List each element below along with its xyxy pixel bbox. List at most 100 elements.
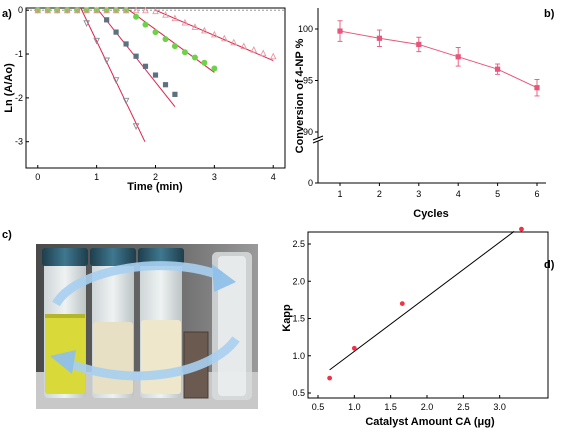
chart-a-point-s4 xyxy=(142,6,149,14)
chart-b-xlabel: Cycles xyxy=(413,208,448,220)
chart-d-xlabel: Catalyst Amount CA (μg) xyxy=(365,416,495,428)
chart-a-point-s4 xyxy=(112,6,120,14)
chart-b-ytick-label: 100 xyxy=(298,24,313,34)
chart-a-ytick-label: 0 xyxy=(18,5,23,15)
chart-b-xtick-label: 4 xyxy=(456,189,461,199)
chart-a-point-s4 xyxy=(240,42,248,50)
chart-a-point-s3 xyxy=(44,7,51,14)
chart-b: 1 2 3 4 5 6 90 95 100 0 Cycles Conversion of 4-NP… xyxy=(294,8,546,220)
chart-a: 0 1 2 3 4 0 -1 -2 -3 Time (min) Ln (A/Ao) xyxy=(3,5,286,193)
cycle-arrows xyxy=(52,261,240,381)
chart-a-point-s4 xyxy=(230,38,238,46)
panel-label-a: a) xyxy=(2,8,12,20)
chart-d-ytick-label: 1.5 xyxy=(292,314,305,324)
chart-d-xtick-label: 0.5 xyxy=(312,402,325,412)
chart-a-point-s4 xyxy=(191,23,199,30)
chart-a-point-s4 xyxy=(250,46,258,53)
chart-a-xtick-label: 2 xyxy=(153,172,158,182)
chart-a-point-s3 xyxy=(162,36,169,43)
chart-a-xtick-label: 0 xyxy=(35,172,40,182)
chart-b-point xyxy=(337,28,343,34)
chart-b-ytick-label: 90 xyxy=(303,127,313,137)
chart-b-xtick-label: 3 xyxy=(416,189,421,199)
chart-b-xtick-label: 5 xyxy=(495,189,500,199)
chart-d-point xyxy=(399,301,405,306)
chart-a-xtick-label: 3 xyxy=(212,172,217,182)
chart-b-point xyxy=(495,66,501,72)
panel-label-b: b) xyxy=(544,8,555,20)
chart-a-point-s3 xyxy=(201,59,208,66)
chart-a-ytick-label: -3 xyxy=(15,137,23,147)
chart-a-point-s4 xyxy=(44,6,52,14)
chart-a-point-s4 xyxy=(269,52,277,60)
chart-a-point-s2 xyxy=(172,91,178,97)
chart-d-point xyxy=(327,375,333,381)
axis-break xyxy=(312,135,324,144)
chart-a-point-s2 xyxy=(104,17,110,23)
chart-d-xtick-label: 2.5 xyxy=(457,402,470,412)
chart-a-point-s2 xyxy=(162,82,169,88)
chart-b-xtick-label: 1 xyxy=(337,189,342,199)
panel-label-c: c) xyxy=(2,229,12,241)
chart-a-point-s4 xyxy=(73,6,81,14)
chart-a-point-s1 xyxy=(132,123,140,130)
chart-a-point-s2 xyxy=(113,29,119,35)
chart-a-point-s1 xyxy=(93,37,100,45)
chart-d-ytick-label: 1.0 xyxy=(292,351,305,361)
chart-a-point-s3 xyxy=(152,29,159,36)
chart-a-point-s4 xyxy=(152,7,159,15)
chart-a-point-s3 xyxy=(83,7,90,14)
chart-a-point-s3 xyxy=(34,7,41,14)
chart-b-xtick-label: 6 xyxy=(534,189,539,199)
vials-photo xyxy=(36,244,258,409)
chart-a-point-s3 xyxy=(191,54,198,61)
chart-a-point-s4 xyxy=(34,6,42,14)
chart-a-fit-line-1 xyxy=(80,7,146,142)
chart-a-point-s3 xyxy=(93,7,100,14)
chart-b-ytick-label: 95 xyxy=(303,76,313,86)
chart-d-xtick-label: 1.0 xyxy=(348,402,361,412)
chart-a-point-s2 xyxy=(142,63,149,69)
chart-b-point xyxy=(455,54,461,60)
chart-d-point xyxy=(351,345,357,351)
chart-a-point-s3 xyxy=(103,7,110,14)
chart-a-point-s3 xyxy=(211,65,218,72)
chart-a-point-s4 xyxy=(171,14,179,22)
vial-empty xyxy=(212,252,252,400)
panel-label-d: d) xyxy=(544,259,555,271)
chart-a-point-s3 xyxy=(181,49,188,56)
chart-a-xtick-label: 1 xyxy=(94,172,99,182)
chart-a-ytick-label: -1 xyxy=(15,49,23,59)
chart-d-frame xyxy=(307,231,549,399)
vial-cap xyxy=(42,248,88,266)
chart-a-point-s2 xyxy=(152,72,159,78)
chart-d-ytick-label: 2.5 xyxy=(292,239,305,249)
chart-a-point-s4 xyxy=(103,6,110,14)
chart-a-point-s4 xyxy=(221,34,228,42)
chart-a-point-s4 xyxy=(132,6,140,14)
chart-a-xlabel: Time (min) xyxy=(127,181,183,193)
chart-b-ytick-label: 0 xyxy=(308,178,313,188)
chart-d-ytick-label: 0.5 xyxy=(292,388,305,398)
chart-a-point-s4 xyxy=(181,18,189,26)
chart-d-point xyxy=(519,226,524,232)
chart-d-fit-line xyxy=(329,230,515,371)
vial-yellow xyxy=(42,248,88,398)
chart-a-point-s2 xyxy=(133,53,139,59)
chart-a-point-s4 xyxy=(201,26,208,34)
chart-a-point-s1 xyxy=(83,20,90,27)
chart-a-point-s3 xyxy=(142,21,149,28)
chart-a-point-s4 xyxy=(53,6,61,14)
chart-d-ytick-label: 2.0 xyxy=(292,276,305,286)
chart-a-point-s3 xyxy=(74,7,81,14)
chart-a-ytick-label: -2 xyxy=(15,93,23,103)
chart-b-line xyxy=(339,30,538,89)
chart-a-point-s3 xyxy=(123,7,130,14)
chart-d-xtick-label: 2.0 xyxy=(421,402,434,412)
chart-b-ylabel: Conversion of 4-NP % xyxy=(294,38,306,153)
chart-a-point-s1 xyxy=(103,57,110,65)
cycle-arrow-heads xyxy=(50,264,236,374)
chart-a-point-s3 xyxy=(64,7,71,14)
chart-a-point-s2 xyxy=(123,41,129,47)
